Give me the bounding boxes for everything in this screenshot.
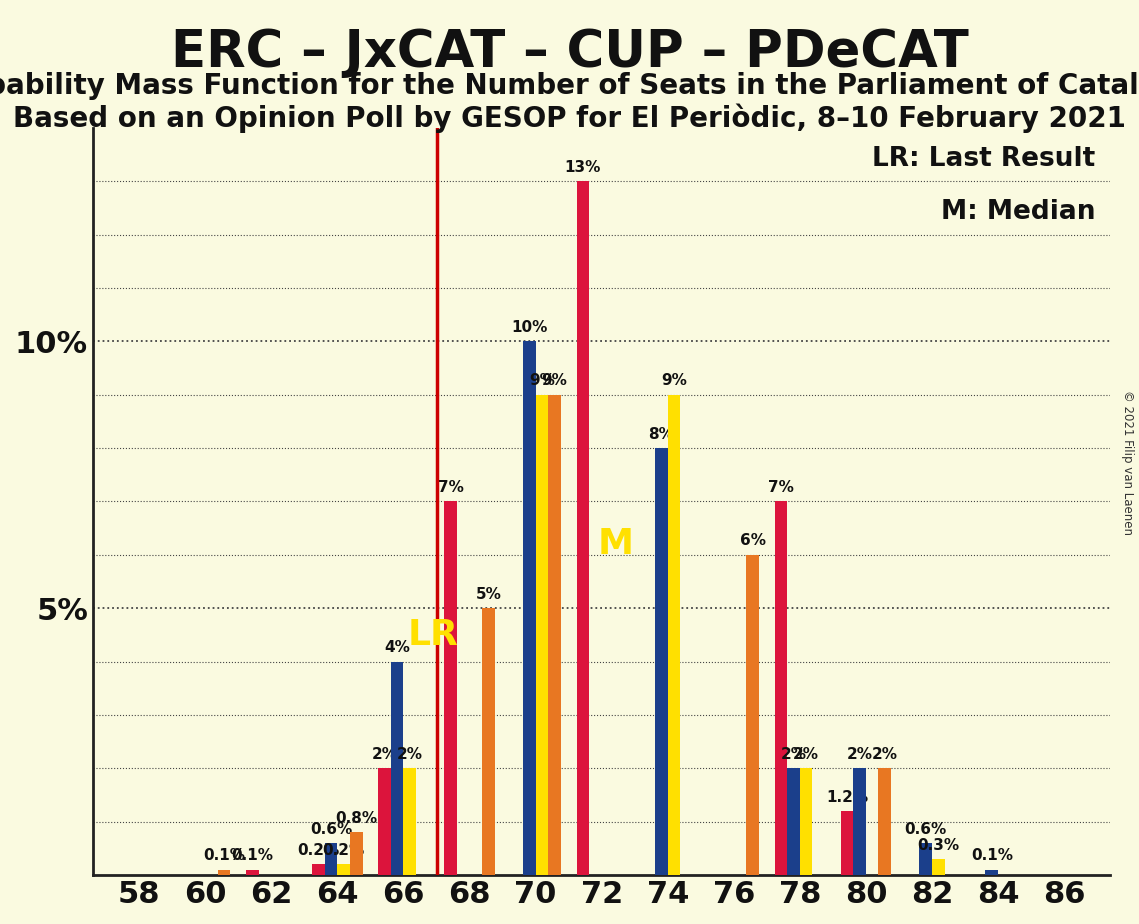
Bar xyxy=(985,869,998,875)
Text: 1.2%: 1.2% xyxy=(826,790,868,805)
Text: 9%: 9% xyxy=(541,373,567,388)
Text: 2%: 2% xyxy=(371,747,398,762)
Bar xyxy=(878,769,891,875)
Text: Probability Mass Function for the Number of Seats in the Parliament of Catalonia: Probability Mass Function for the Number… xyxy=(0,72,1139,100)
Bar xyxy=(378,769,391,875)
Bar xyxy=(932,859,944,875)
Bar xyxy=(444,502,457,875)
Text: LR: LR xyxy=(408,618,459,652)
Bar xyxy=(548,395,560,875)
Bar xyxy=(746,554,759,875)
Text: 0.2%: 0.2% xyxy=(297,843,339,858)
Text: 0.1%: 0.1% xyxy=(231,848,273,863)
Text: LR: Last Result: LR: Last Result xyxy=(871,146,1095,173)
Text: 2%: 2% xyxy=(846,747,872,762)
Text: 9%: 9% xyxy=(528,373,555,388)
Bar xyxy=(246,869,259,875)
Bar xyxy=(775,502,787,875)
Text: 7%: 7% xyxy=(437,480,464,495)
Text: 2%: 2% xyxy=(780,747,806,762)
Bar xyxy=(350,833,362,875)
Text: Based on an Opinion Poll by GESOP for El Periòdic, 8–10 February 2021: Based on an Opinion Poll by GESOP for El… xyxy=(13,103,1126,133)
Bar xyxy=(667,395,680,875)
Text: 0.8%: 0.8% xyxy=(335,811,377,826)
Text: 2%: 2% xyxy=(871,747,898,762)
Bar xyxy=(325,843,337,875)
Text: 8%: 8% xyxy=(648,427,674,442)
Bar xyxy=(576,181,589,875)
Bar xyxy=(337,865,350,875)
Bar xyxy=(523,341,535,875)
Text: 2%: 2% xyxy=(396,747,423,762)
Bar xyxy=(391,662,403,875)
Text: 6%: 6% xyxy=(739,533,765,549)
Text: 4%: 4% xyxy=(384,640,410,655)
Text: 5%: 5% xyxy=(475,587,501,602)
Bar xyxy=(312,865,325,875)
Text: 2%: 2% xyxy=(793,747,819,762)
Text: 0.2%: 0.2% xyxy=(322,843,364,858)
Text: 7%: 7% xyxy=(768,480,794,495)
Bar xyxy=(403,769,416,875)
Text: 0.1%: 0.1% xyxy=(203,848,245,863)
Text: 0.3%: 0.3% xyxy=(917,838,959,853)
Bar xyxy=(535,395,548,875)
Bar xyxy=(655,448,667,875)
Bar xyxy=(853,769,866,875)
Bar xyxy=(919,843,932,875)
Bar xyxy=(800,769,812,875)
Text: 13%: 13% xyxy=(565,160,601,175)
Text: 0.6%: 0.6% xyxy=(904,821,947,837)
Text: 0.1%: 0.1% xyxy=(970,848,1013,863)
Text: ERC – JxCAT – CUP – PDeCAT: ERC – JxCAT – CUP – PDeCAT xyxy=(171,28,968,78)
Text: 9%: 9% xyxy=(661,373,687,388)
Text: M: Median: M: Median xyxy=(941,199,1095,225)
Bar xyxy=(787,769,800,875)
Bar xyxy=(841,811,853,875)
Text: © 2021 Filip van Laenen: © 2021 Filip van Laenen xyxy=(1121,390,1134,534)
Bar xyxy=(482,608,494,875)
Text: 0.6%: 0.6% xyxy=(310,821,352,837)
Text: 10%: 10% xyxy=(511,320,548,334)
Bar xyxy=(218,869,230,875)
Text: M: M xyxy=(598,528,634,561)
